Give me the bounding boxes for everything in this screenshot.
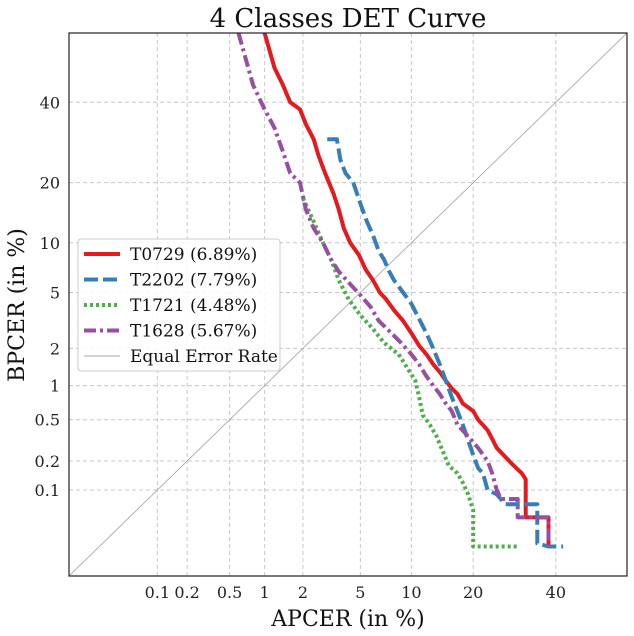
- y-tick-label: 0.5: [35, 411, 60, 430]
- y-tick-label: 5: [50, 283, 60, 302]
- y-tick-label: 20: [40, 174, 60, 193]
- x-tick-label: 1: [260, 583, 270, 602]
- legend-entry: Equal Error Rate: [130, 347, 278, 367]
- y-tick-label: 40: [40, 93, 60, 112]
- legend-entry: T1628 (5.67%): [130, 322, 257, 342]
- chart-title: 4 Classes DET Curve: [210, 4, 487, 34]
- x-tick-label: 0.2: [174, 583, 199, 602]
- series-line-t1721: [301, 197, 518, 549]
- x-tick-label: 0.5: [217, 583, 242, 602]
- y-tick-labels: 0.1 0.2 0.5 1 2 5 10 20 40: [35, 93, 60, 500]
- x-tick-label: 5: [355, 583, 365, 602]
- plot-frame: [68, 32, 628, 577]
- x-tick-label: 20: [463, 583, 483, 602]
- legend-entry: T1721 (4.48%): [130, 296, 257, 316]
- x-tick-label: 10: [401, 583, 421, 602]
- legend: T0729 (6.89%) T2202 (7.79%) T1721 (4.48%) T…: [77, 238, 281, 372]
- y-tick-label: 0.1: [35, 481, 60, 500]
- series-layer: [69, 33, 627, 576]
- series-line-equal: [69, 33, 627, 576]
- x-tick-labels: 0.1 0.2 0.5 1 2 5 10 20 40: [145, 583, 566, 602]
- x-tick-label: 0.1: [145, 583, 170, 602]
- y-tick-label: 10: [40, 234, 60, 253]
- legend-entry: T0729 (6.89%): [130, 245, 257, 265]
- y-tick-label: 0.2: [35, 452, 60, 471]
- x-tick-label: 2: [298, 583, 308, 602]
- series-line-t1628: [236, 33, 551, 547]
- legend-box: [77, 238, 281, 372]
- series-line-t0729: [262, 33, 551, 547]
- x-tick-label: 40: [546, 583, 566, 602]
- x-axis-label: APCER (in %): [270, 607, 424, 632]
- legend-entry: T2202 (7.79%): [130, 271, 257, 291]
- y-tick-label: 1: [50, 377, 60, 396]
- y-tick-label: 2: [50, 339, 60, 358]
- y-axis-label: BPCER (in %): [5, 228, 30, 382]
- series-line-t2202: [327, 137, 564, 549]
